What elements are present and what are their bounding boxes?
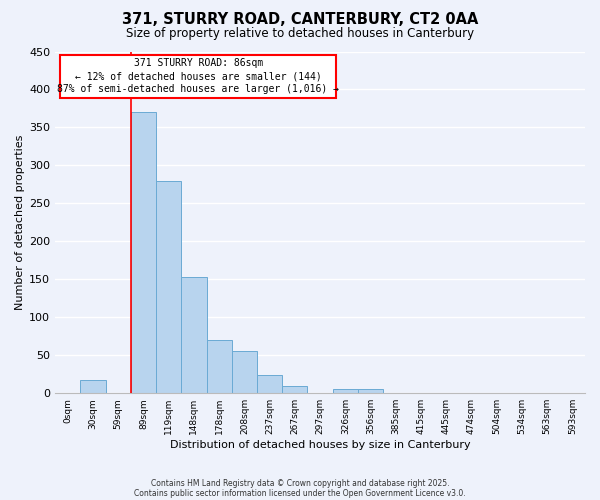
Bar bbox=[257, 375, 282, 393]
Bar bbox=[332, 388, 358, 393]
Bar bbox=[80, 380, 106, 393]
Bar bbox=[282, 386, 307, 393]
Bar bbox=[181, 277, 206, 393]
Text: Contains HM Land Registry data © Crown copyright and database right 2025.: Contains HM Land Registry data © Crown c… bbox=[151, 478, 449, 488]
Text: 371, STURRY ROAD, CANTERBURY, CT2 0AA: 371, STURRY ROAD, CANTERBURY, CT2 0AA bbox=[122, 12, 478, 28]
Y-axis label: Number of detached properties: Number of detached properties bbox=[15, 134, 25, 310]
Bar bbox=[232, 352, 257, 393]
Text: Size of property relative to detached houses in Canterbury: Size of property relative to detached ho… bbox=[126, 28, 474, 40]
FancyBboxPatch shape bbox=[61, 55, 336, 98]
Bar bbox=[156, 180, 181, 393]
X-axis label: Distribution of detached houses by size in Canterbury: Distribution of detached houses by size … bbox=[170, 440, 470, 450]
Bar bbox=[131, 112, 156, 393]
Bar bbox=[358, 388, 383, 393]
Text: 371 STURRY ROAD: 86sqm: 371 STURRY ROAD: 86sqm bbox=[134, 58, 263, 68]
Text: Contains public sector information licensed under the Open Government Licence v3: Contains public sector information licen… bbox=[134, 488, 466, 498]
Bar bbox=[206, 340, 232, 393]
Text: ← 12% of detached houses are smaller (144): ← 12% of detached houses are smaller (14… bbox=[75, 72, 322, 82]
Text: 87% of semi-detached houses are larger (1,016) →: 87% of semi-detached houses are larger (… bbox=[57, 84, 339, 94]
